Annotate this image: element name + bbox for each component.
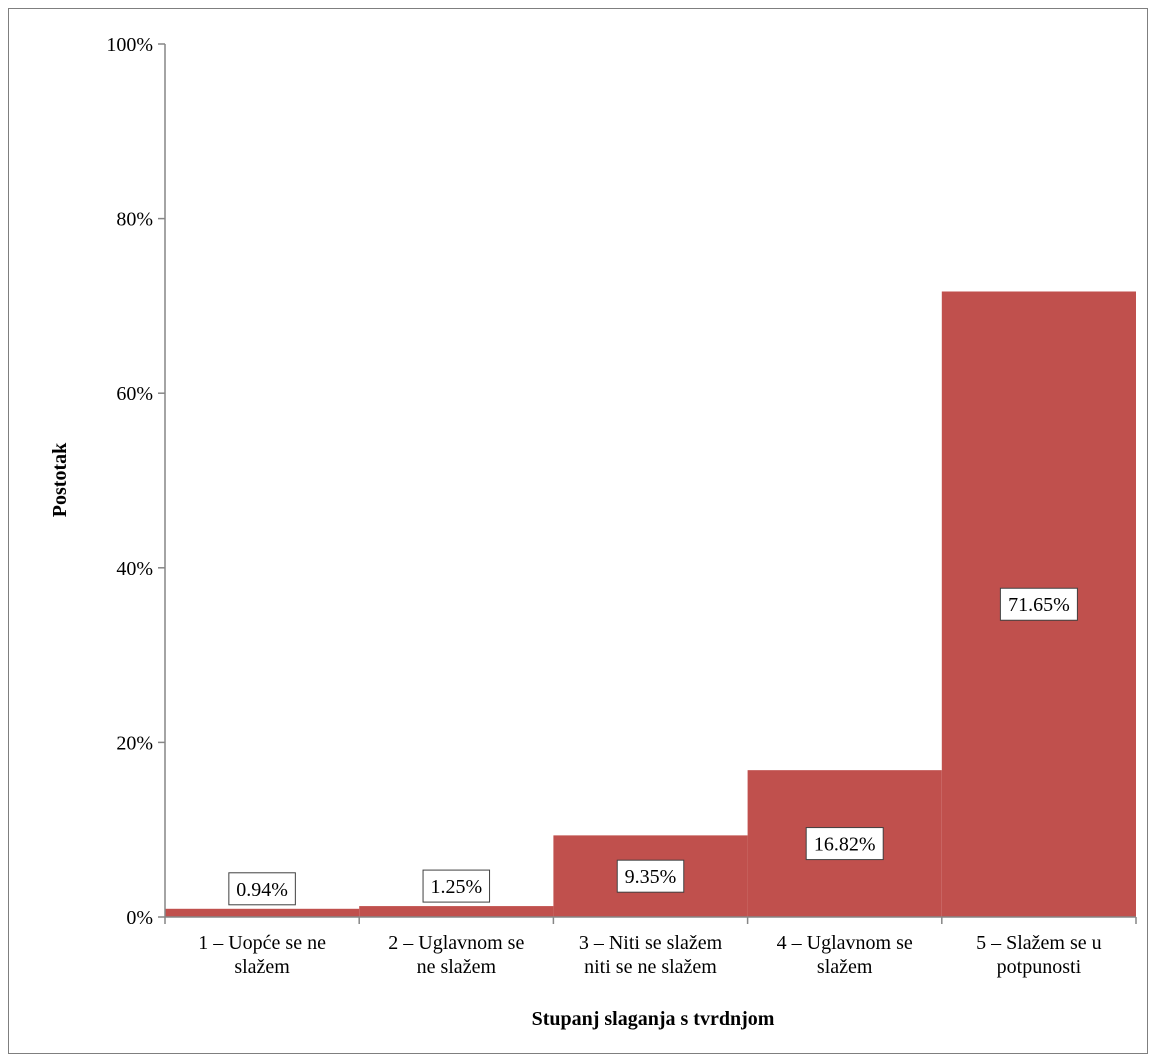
y-tick-label: 40%	[116, 558, 153, 580]
data-label-text: 9.35%	[625, 866, 677, 888]
data-label-text: 0.94%	[236, 879, 288, 901]
x-tick-label: 5 – Slažem se u potpunosti	[976, 932, 1102, 978]
data-labels-group: 0.94% 1.25% 9.35% 16.82% 71.65%	[228, 587, 1078, 906]
y-axis-title: Postotak	[49, 442, 71, 517]
y-tick-label: 20%	[116, 732, 153, 754]
data-label-3: 9.35%	[616, 859, 685, 893]
data-label-box	[228, 872, 296, 906]
data-label-1: 0.94%	[228, 872, 296, 906]
bar-2	[359, 906, 554, 917]
bar-1	[165, 908, 360, 917]
data-label-box	[422, 869, 491, 903]
data-label-box	[999, 587, 1078, 621]
y-tick-label: 80%	[116, 209, 153, 231]
data-label-4: 16.82%	[805, 827, 884, 861]
data-label-text: 1.25%	[430, 876, 482, 898]
x-tick-label: 4 – Uglavnom se slažem	[777, 932, 913, 978]
data-label-2: 1.25%	[422, 869, 491, 903]
data-label-box	[616, 859, 685, 893]
data-label-5: 71.65%	[999, 587, 1078, 621]
axes-group: 0% 20% 40% 60% 80% 100% 1 – Uopće se ne slažem 2…	[106, 34, 1137, 978]
y-tick-label: 0%	[126, 907, 153, 929]
x-axis-title: Stupanj slaganja s tvrdnjom	[532, 1008, 775, 1030]
x-tick-label: 1 – Uopće se ne slažem	[198, 932, 326, 978]
x-tick-label: 3 – Niti se slažem niti se ne slažem	[579, 932, 723, 978]
data-label-text: 71.65%	[1008, 594, 1070, 616]
data-label-box	[805, 827, 884, 861]
data-label-text: 16.82%	[814, 834, 876, 856]
y-tick-label: 100%	[106, 34, 153, 56]
y-tick-label: 60%	[116, 383, 153, 405]
bars-group	[165, 291, 1136, 918]
x-tick-label: 2 – Uglavnom se ne slažem	[388, 932, 524, 978]
